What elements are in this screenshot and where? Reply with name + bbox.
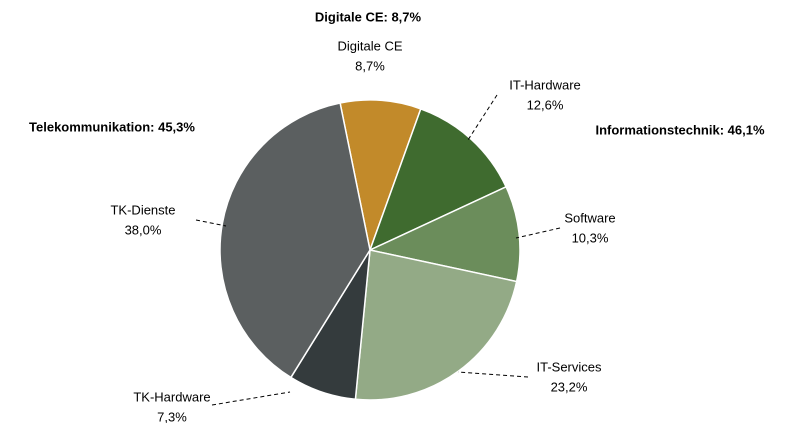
slice-value-label: 10,3% [572,230,609,245]
slice-value-label: 8,7% [355,58,385,73]
leader-line [515,227,561,239]
leader-line [211,391,291,406]
leader-line [467,94,498,141]
pie-slice [219,102,371,379]
slice-value-label: 23,2% [551,379,588,394]
leader-line [457,371,529,378]
slice-label: Software [564,210,615,225]
slice-label: Digitale CE [337,38,402,53]
slice-label: IT-Hardware [509,77,581,92]
slice-value-label: 12,6% [527,97,564,112]
slice-value-label: 38,0% [125,222,162,237]
slice-value-label: 7,3% [157,409,187,423]
group-annotation: Telekommunikation: 45,3% [29,119,195,134]
pie-slice [368,107,508,252]
slice-label: TK-Dienste [110,202,175,217]
leader-line [195,219,227,227]
group-annotation: Informationstechnik: 46,1% [595,122,764,137]
group-annotation: Digitale CE: 8,7% [315,9,422,24]
slice-label: IT-Services [536,359,602,374]
pie-slice [339,99,422,253]
slice-label: TK-Hardware [133,389,210,404]
pie-slice [354,249,518,401]
